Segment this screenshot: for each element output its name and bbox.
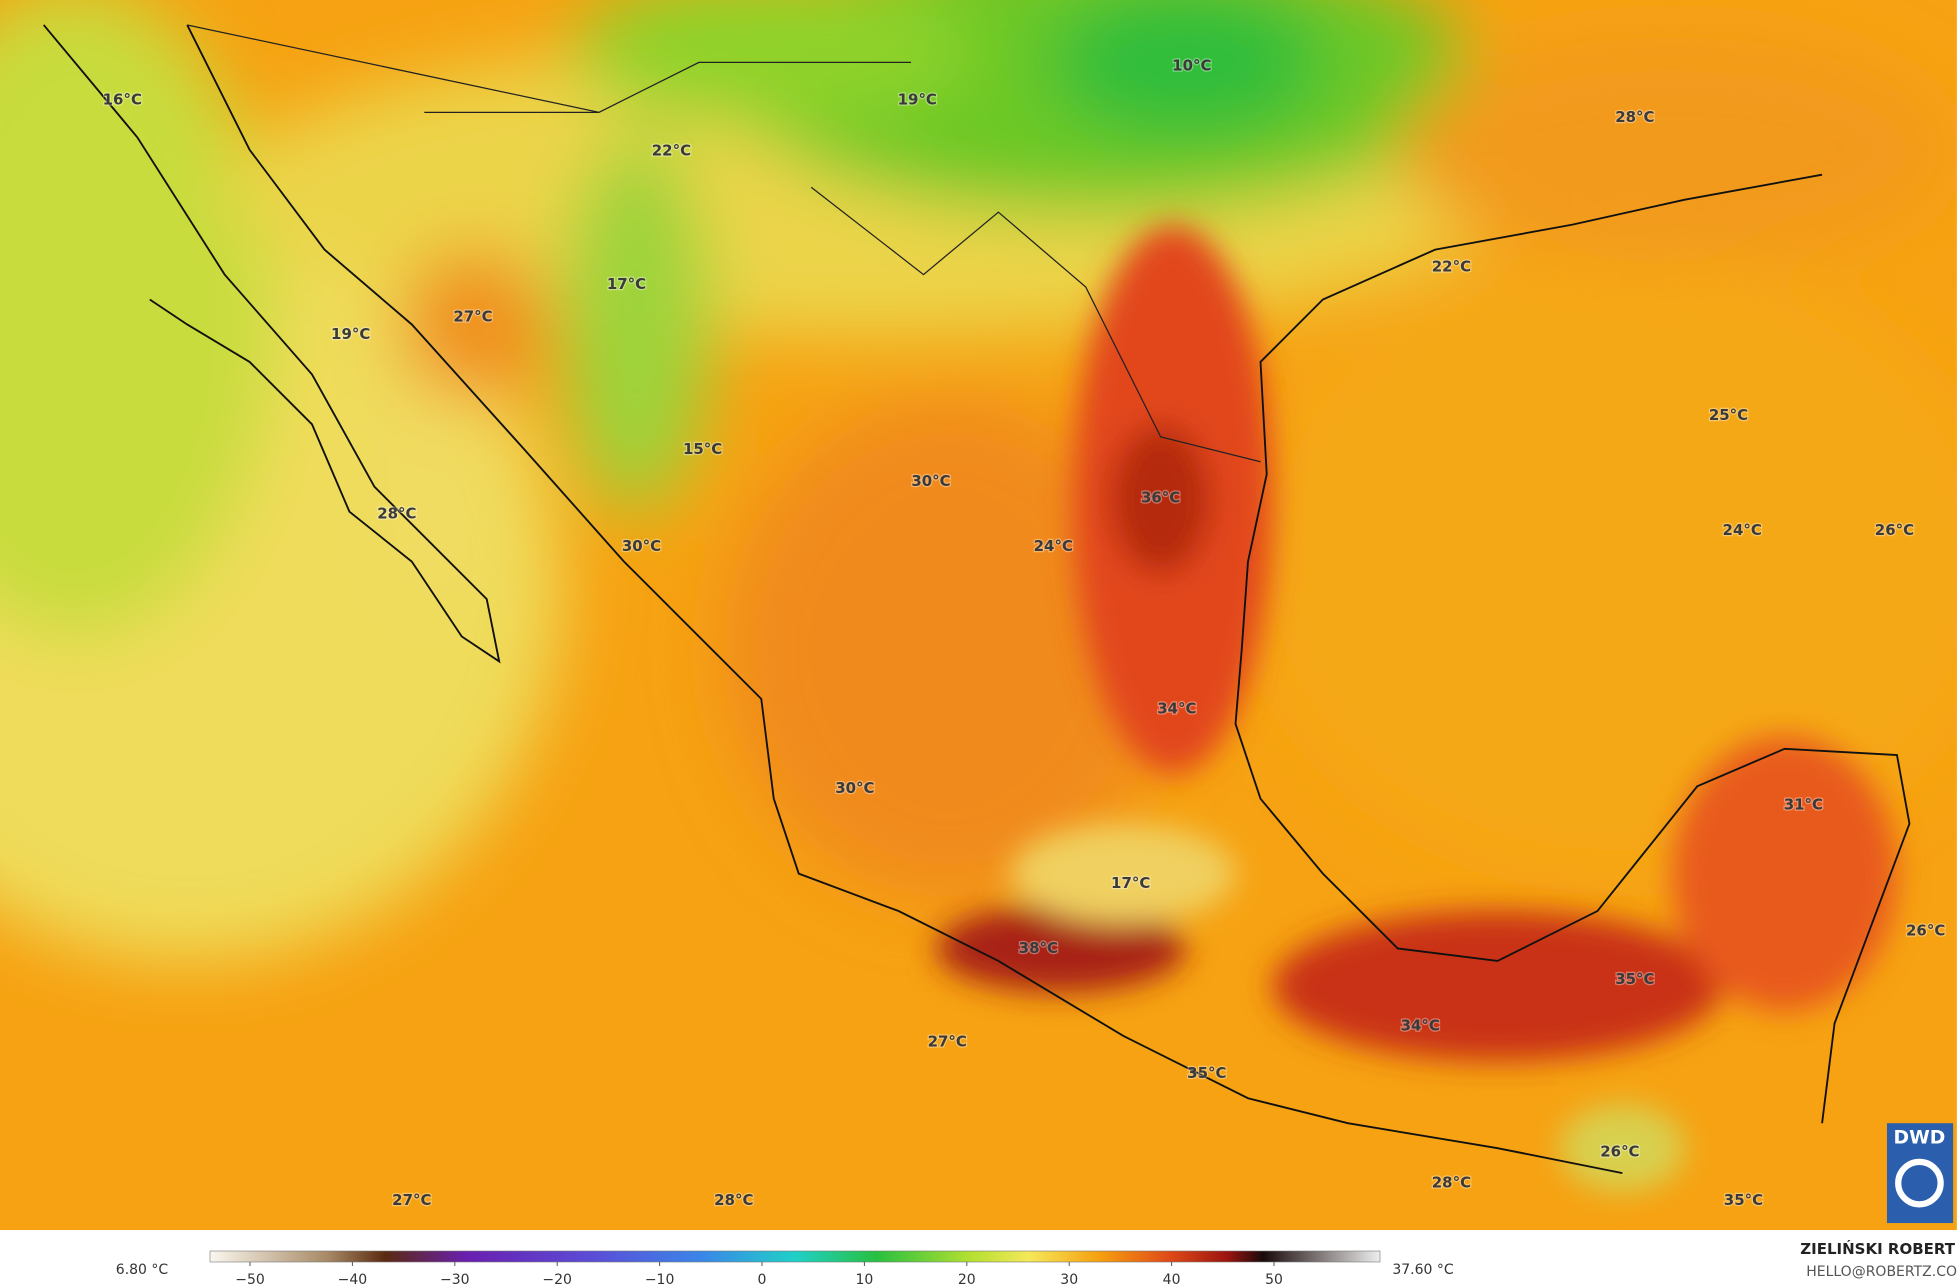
- temperature-label: 36°C: [1141, 488, 1180, 506]
- temperature-label: 24°C: [1034, 537, 1073, 555]
- temperature-label: 28°C: [714, 1191, 753, 1209]
- temperature-label: 28°C: [1615, 108, 1654, 126]
- temperature-label: 31°C: [1784, 795, 1823, 813]
- colorbar-tick-label: −30: [440, 1272, 470, 1287]
- colorbar-tick-label: 20: [958, 1272, 976, 1287]
- colorbar: [209, 1250, 1381, 1263]
- temperature-label: 26°C: [1906, 922, 1945, 940]
- temperature-label: 35°C: [1615, 970, 1654, 988]
- temperature-label: 26°C: [1875, 521, 1914, 539]
- legend-max: 37.60 °C: [1392, 1262, 1454, 1278]
- colorbar-tick-label: 0: [758, 1272, 767, 1287]
- temperature-label: 17°C: [607, 275, 646, 293]
- temperature-label: 38°C: [1019, 939, 1058, 957]
- temperature-label: 28°C: [377, 505, 416, 523]
- map: DWD 16°C 19°C 10°C 22°C 28°C 22°C 17°C 27°C 19°C…: [0, 0, 1957, 1231]
- temperature-label: 28°C: [1432, 1174, 1471, 1192]
- colorbar-tick-label: 10: [855, 1272, 873, 1287]
- temperature-label: 24°C: [1723, 521, 1762, 539]
- colorbar-tick-label: 40: [1163, 1272, 1181, 1287]
- temperature-label: 34°C: [1157, 699, 1196, 717]
- temperature-label: 15°C: [683, 440, 722, 458]
- temperature-label: 35°C: [1187, 1064, 1226, 1082]
- temperature-label: 30°C: [622, 537, 661, 555]
- colorbar-tick-label: −40: [338, 1272, 368, 1287]
- temperature-label: 17°C: [1111, 874, 1150, 892]
- temperature-label: 27°C: [392, 1191, 431, 1209]
- temperature-label: 30°C: [835, 779, 874, 797]
- temperature-label: 26°C: [1600, 1142, 1639, 1160]
- temperature-label: 35°C: [1724, 1191, 1763, 1209]
- temperature-label: 10°C: [1172, 57, 1211, 75]
- temperature-label: 34°C: [1401, 1016, 1440, 1034]
- author: ZIELIŃSKI ROBERT: [1800, 1239, 1955, 1258]
- temperature-label: 22°C: [652, 142, 691, 160]
- legend-min: 6.80 °C: [116, 1262, 169, 1278]
- colorbar-tick-label: 30: [1060, 1272, 1078, 1287]
- colorbar-tick-label: −50: [235, 1272, 265, 1287]
- colorbar-tick-label: −10: [645, 1272, 675, 1287]
- colorbar-tick-label: 50: [1265, 1272, 1283, 1287]
- temperature-label: 22°C: [1432, 258, 1471, 276]
- temperature-label: 25°C: [1709, 406, 1748, 424]
- temperature-label: 30°C: [911, 472, 950, 490]
- temperature-label: 16°C: [103, 90, 142, 108]
- colorbar-tick-label: −20: [542, 1272, 572, 1287]
- temperature-label: 27°C: [453, 307, 492, 325]
- contact: HELLO@ROBERTZ.CO: [1806, 1264, 1957, 1280]
- temperature-label: 19°C: [331, 325, 370, 343]
- logo: DWD: [1894, 1128, 1946, 1149]
- temperature-label: 19°C: [898, 90, 937, 108]
- temperature-label: 27°C: [928, 1033, 967, 1051]
